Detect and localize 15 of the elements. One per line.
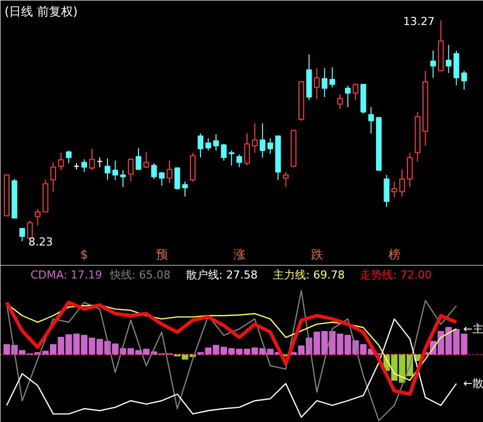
- chart-title: (日线 前复权): [4, 4, 78, 18]
- annotation: 8.23: [28, 236, 53, 249]
- annotation: ←散: [463, 377, 483, 390]
- annotation: ←主: [463, 322, 483, 336]
- annotation: 13.27: [403, 14, 435, 28]
- text: CDMA: 17.19: [30, 268, 102, 282]
- text: 快线: 65.08: [108, 268, 171, 282]
- text: 主力线: 69.78: [273, 268, 345, 282]
- text: 涨: [233, 247, 246, 262]
- text: 榜: [388, 247, 400, 262]
- text: 走势线: 72.00: [360, 268, 432, 282]
- text: 跌: [310, 247, 323, 262]
- text: $: [80, 247, 88, 262]
- text: 预: [156, 247, 168, 262]
- text: 散户线: 27.58: [186, 268, 258, 282]
